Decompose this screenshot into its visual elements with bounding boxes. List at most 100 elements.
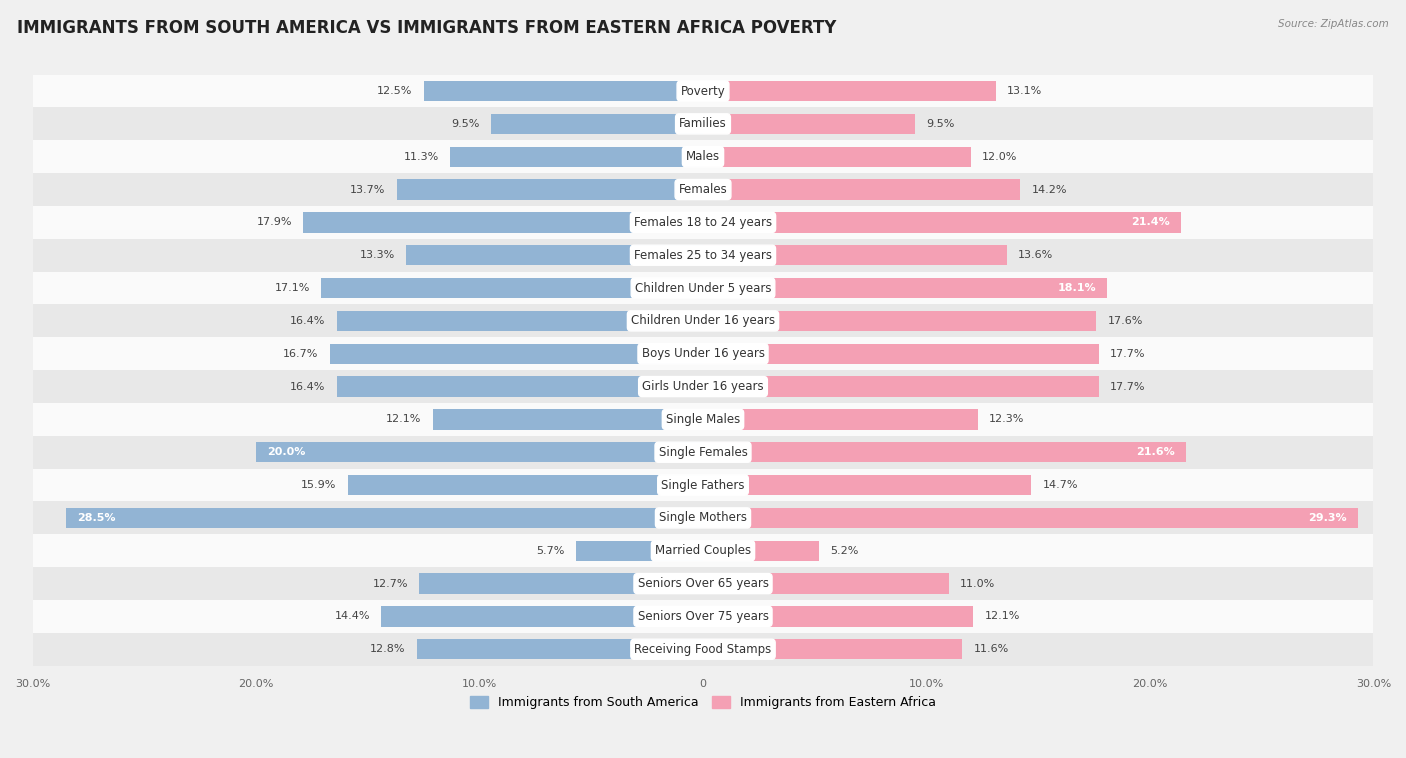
Bar	[406, 245, 703, 265]
Bar	[32, 239, 1374, 271]
Bar	[703, 508, 1358, 528]
Bar	[433, 409, 703, 430]
Text: Boys Under 16 years: Boys Under 16 years	[641, 347, 765, 360]
Bar	[703, 540, 820, 561]
Text: 12.3%: 12.3%	[988, 415, 1025, 424]
Bar	[703, 639, 962, 659]
Bar	[703, 573, 949, 594]
Text: Married Couples: Married Couples	[655, 544, 751, 557]
Text: 12.1%: 12.1%	[984, 612, 1019, 622]
Bar	[32, 370, 1374, 403]
Text: Seniors Over 75 years: Seniors Over 75 years	[637, 610, 769, 623]
Text: Children Under 16 years: Children Under 16 years	[631, 315, 775, 327]
Bar	[703, 245, 1007, 265]
Bar	[32, 74, 1374, 108]
Bar	[32, 403, 1374, 436]
Text: 5.7%: 5.7%	[536, 546, 564, 556]
Text: Children Under 5 years: Children Under 5 years	[634, 281, 772, 295]
Bar	[32, 502, 1374, 534]
Text: 13.6%: 13.6%	[1018, 250, 1053, 260]
Text: 11.0%: 11.0%	[960, 578, 995, 588]
Text: 13.3%: 13.3%	[360, 250, 395, 260]
Bar	[575, 540, 703, 561]
Bar	[336, 311, 703, 331]
Text: 5.2%: 5.2%	[831, 546, 859, 556]
Bar	[703, 81, 995, 102]
Text: 18.1%: 18.1%	[1057, 283, 1097, 293]
Text: 14.4%: 14.4%	[335, 612, 370, 622]
Text: 12.8%: 12.8%	[370, 644, 406, 654]
Text: 13.7%: 13.7%	[350, 184, 385, 195]
Text: 11.6%: 11.6%	[973, 644, 1008, 654]
Bar	[703, 442, 1185, 462]
Bar	[32, 173, 1374, 206]
Text: 15.9%: 15.9%	[301, 480, 336, 490]
Bar	[450, 146, 703, 167]
Text: 20.0%: 20.0%	[267, 447, 305, 457]
Bar	[347, 475, 703, 495]
Text: 13.1%: 13.1%	[1007, 86, 1042, 96]
Bar	[396, 180, 703, 199]
Text: Receiving Food Stamps: Receiving Food Stamps	[634, 643, 772, 656]
Text: Poverty: Poverty	[681, 85, 725, 98]
Text: 16.4%: 16.4%	[290, 381, 325, 392]
Text: 11.3%: 11.3%	[404, 152, 439, 161]
Text: 12.1%: 12.1%	[387, 415, 422, 424]
Bar	[32, 206, 1374, 239]
Bar	[66, 508, 703, 528]
Bar	[32, 600, 1374, 633]
Bar	[703, 311, 1097, 331]
Bar	[256, 442, 703, 462]
Text: 21.6%: 21.6%	[1136, 447, 1174, 457]
Text: 12.0%: 12.0%	[983, 152, 1018, 161]
Text: IMMIGRANTS FROM SOUTH AMERICA VS IMMIGRANTS FROM EASTERN AFRICA POVERTY: IMMIGRANTS FROM SOUTH AMERICA VS IMMIGRA…	[17, 19, 837, 37]
Bar	[703, 475, 1032, 495]
Bar	[703, 606, 973, 627]
Text: Seniors Over 65 years: Seniors Over 65 years	[637, 577, 769, 590]
Bar	[32, 633, 1374, 666]
Legend: Immigrants from South America, Immigrants from Eastern Africa: Immigrants from South America, Immigrant…	[465, 691, 941, 714]
Text: 12.5%: 12.5%	[377, 86, 412, 96]
Bar	[703, 114, 915, 134]
Bar	[32, 140, 1374, 173]
Bar	[32, 436, 1374, 468]
Text: 21.4%: 21.4%	[1132, 218, 1170, 227]
Text: 14.7%: 14.7%	[1043, 480, 1078, 490]
Bar	[418, 639, 703, 659]
Bar	[32, 337, 1374, 370]
Text: Males: Males	[686, 150, 720, 163]
Bar	[703, 146, 972, 167]
Bar	[330, 343, 703, 364]
Bar	[381, 606, 703, 627]
Text: 12.7%: 12.7%	[373, 578, 408, 588]
Text: Single Fathers: Single Fathers	[661, 478, 745, 492]
Text: Females: Females	[679, 183, 727, 196]
Text: 9.5%: 9.5%	[451, 119, 479, 129]
Bar	[32, 468, 1374, 502]
Bar	[304, 212, 703, 233]
Text: 17.1%: 17.1%	[274, 283, 309, 293]
Text: Single Mothers: Single Mothers	[659, 512, 747, 525]
Bar	[32, 534, 1374, 567]
Text: 28.5%: 28.5%	[77, 513, 115, 523]
Text: Single Males: Single Males	[666, 413, 740, 426]
Text: 16.7%: 16.7%	[283, 349, 319, 359]
Text: Single Females: Single Females	[658, 446, 748, 459]
Text: Source: ZipAtlas.com: Source: ZipAtlas.com	[1278, 19, 1389, 29]
Bar	[419, 573, 703, 594]
Bar	[32, 108, 1374, 140]
Text: Females 18 to 24 years: Females 18 to 24 years	[634, 216, 772, 229]
Bar	[32, 305, 1374, 337]
Text: 16.4%: 16.4%	[290, 316, 325, 326]
Bar	[32, 271, 1374, 305]
Bar	[703, 409, 977, 430]
Bar	[321, 278, 703, 298]
Text: 17.6%: 17.6%	[1108, 316, 1143, 326]
Bar	[336, 377, 703, 396]
Bar	[703, 278, 1108, 298]
Bar	[32, 567, 1374, 600]
Text: Females 25 to 34 years: Females 25 to 34 years	[634, 249, 772, 262]
Text: 14.2%: 14.2%	[1032, 184, 1067, 195]
Text: 17.7%: 17.7%	[1109, 381, 1146, 392]
Text: Girls Under 16 years: Girls Under 16 years	[643, 380, 763, 393]
